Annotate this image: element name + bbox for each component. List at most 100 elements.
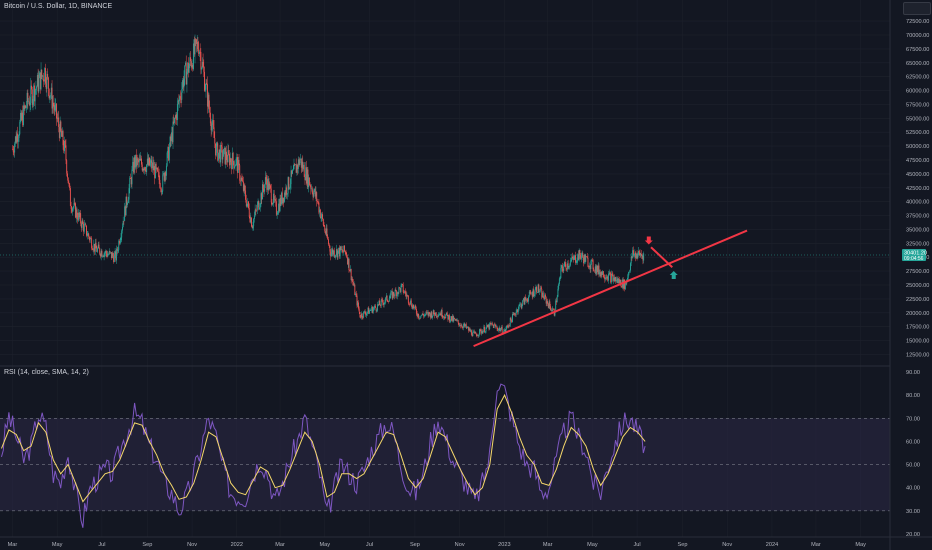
candle-body [514, 314, 516, 316]
candle-body [327, 239, 329, 245]
candle-body [424, 314, 425, 317]
candle-body [463, 323, 465, 326]
candle-body [135, 154, 137, 168]
candle-body [495, 325, 497, 327]
price-scale[interactable]: 72500.00 70000.00 67500.00 65000.00 62500.00… [906, 19, 929, 358]
candle-body [579, 249, 581, 255]
time-tick-label: Nov [722, 542, 732, 548]
candle-body [314, 188, 316, 197]
candle-body [312, 193, 314, 197]
candle-body [272, 203, 274, 205]
candle-body [14, 136, 16, 144]
candle-body [407, 295, 409, 296]
candle-body [118, 240, 120, 251]
time-scale[interactable]: Mar May Jul Sep Nov 2022 Mar May Jul Sep Nov 2023 Ma… [8, 542, 867, 548]
candle-body [215, 146, 217, 156]
candle-body [234, 166, 236, 169]
arrow-down-icon[interactable] [644, 236, 653, 245]
candle-body [200, 52, 202, 70]
candle-body [565, 264, 567, 269]
candle-body [166, 152, 168, 166]
candle-body [363, 311, 365, 312]
candle-body [188, 65, 190, 73]
candle-body [298, 159, 300, 166]
candle-body [307, 169, 309, 188]
candle-body [531, 293, 532, 295]
candle-body [33, 85, 35, 100]
price-tick-label: 52500.00 [906, 130, 929, 136]
candle-body [124, 206, 126, 216]
candle-body [225, 151, 227, 164]
candle-body [643, 253, 645, 261]
candle-body [81, 220, 83, 228]
trendline[interactable] [473, 229, 748, 348]
price-tick-label: 15000.00 [906, 339, 929, 345]
candle-body [44, 68, 46, 82]
candle-body [628, 272, 630, 274]
candle-body [174, 117, 175, 124]
candle-body [639, 252, 641, 256]
candle-body [604, 277, 606, 280]
candle-body [74, 202, 76, 204]
candle-body [20, 112, 21, 122]
candle-body [635, 253, 637, 259]
candle-body [369, 310, 371, 311]
candle-body [458, 322, 460, 326]
candle-body [494, 324, 496, 326]
candle-body [602, 271, 604, 278]
candle-body [371, 306, 373, 311]
candle-body [165, 165, 167, 176]
candle-body [569, 261, 571, 266]
candle-body [294, 164, 296, 166]
candle-body [164, 172, 166, 181]
rsi-scale[interactable]: 90.00 80.00 70.00 60.00 50.00 40.00 30.00 20.00 [906, 370, 920, 538]
candle-body [127, 199, 129, 203]
candle-body [194, 39, 196, 55]
candle-body [138, 159, 140, 163]
time-tick-label: Nov [187, 542, 197, 548]
candle-body [333, 250, 335, 255]
candle-body [195, 39, 197, 40]
candle-body [373, 307, 375, 309]
candle-body [330, 252, 332, 257]
candle-body [198, 49, 200, 54]
candle-body [308, 177, 310, 186]
candle-body [339, 246, 341, 257]
candle-body [219, 149, 221, 163]
candle-body [12, 148, 13, 150]
candle-body [294, 164, 296, 166]
candle-body [34, 89, 36, 102]
candle-body [319, 209, 321, 213]
candle-body [529, 291, 531, 293]
candle-body [522, 300, 524, 306]
candle-body [191, 65, 193, 68]
candle-series [12, 34, 645, 339]
candle-body [15, 136, 17, 143]
candle-body [103, 253, 105, 257]
candle-body [109, 251, 111, 253]
candle-body [633, 254, 635, 256]
candle-body [201, 61, 203, 68]
candle-body [518, 304, 520, 309]
candle-body [72, 208, 74, 212]
projection-line[interactable] [650, 246, 673, 268]
candle-body [329, 245, 331, 252]
arrow-up-icon[interactable] [669, 271, 678, 279]
candle-body [491, 323, 493, 325]
candle-body [571, 256, 573, 260]
candle-body [423, 314, 425, 317]
candle-body [430, 312, 432, 318]
candle-body [16, 133, 18, 143]
candle-body [332, 249, 334, 255]
candle-body [58, 126, 60, 138]
candle-body [516, 309, 518, 312]
candle-body [352, 278, 354, 283]
scale-settings-box[interactable] [903, 2, 931, 15]
candle-body [52, 102, 54, 109]
candle-body [261, 193, 263, 200]
candle-body [304, 176, 306, 181]
candle-body [146, 164, 148, 172]
candle-body [537, 284, 539, 293]
markers[interactable] [644, 236, 678, 279]
